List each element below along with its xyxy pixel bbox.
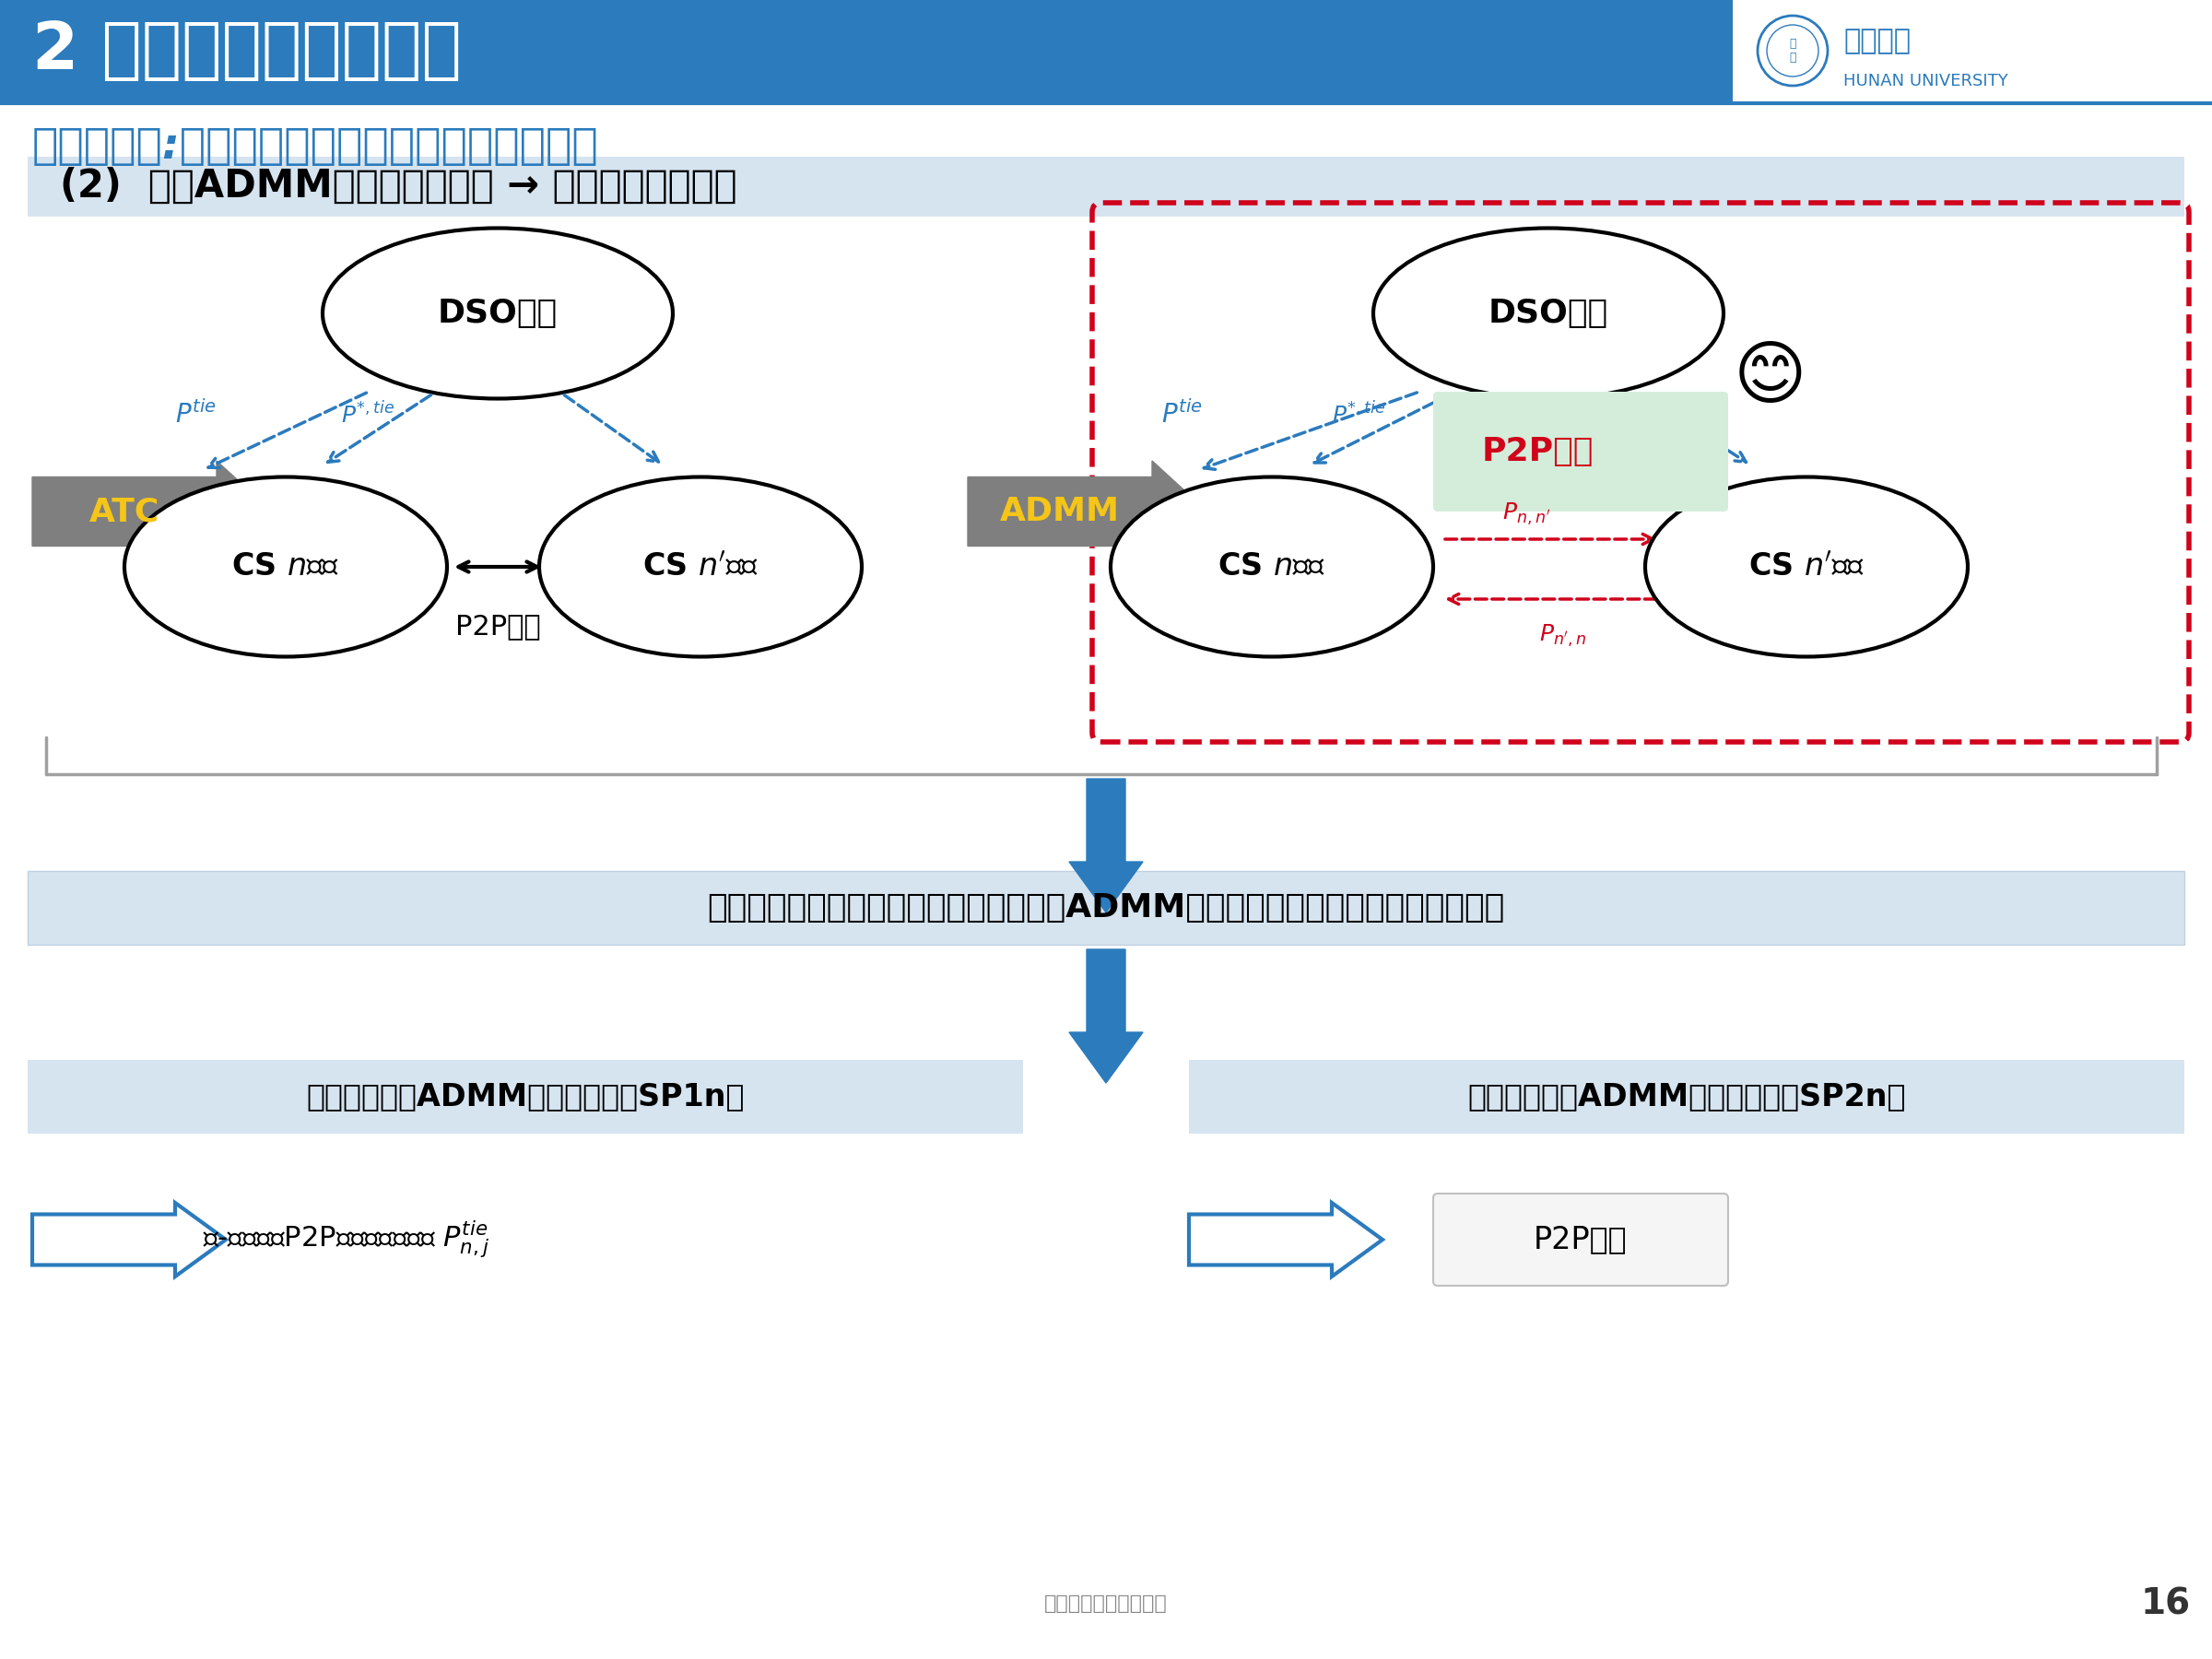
Text: CS $n$模型: CS $n$模型 bbox=[1219, 551, 1325, 582]
FancyArrow shape bbox=[1068, 778, 1144, 912]
FancyArrow shape bbox=[1068, 949, 1144, 1083]
Text: ADMM: ADMM bbox=[1000, 496, 1119, 528]
Ellipse shape bbox=[124, 478, 447, 657]
Text: 充电站效益－ADMM分布式模型（SP1n）: 充电站效益－ADMM分布式模型（SP1n） bbox=[305, 1082, 745, 1112]
Text: DSO模型: DSO模型 bbox=[1489, 297, 1608, 328]
Text: CS $n'$模型: CS $n'$模型 bbox=[641, 551, 759, 582]
Text: P2P支付: P2P支付 bbox=[1533, 1224, 1628, 1254]
Text: 16: 16 bbox=[2141, 1586, 2190, 1621]
FancyArrow shape bbox=[33, 1203, 226, 1276]
Text: P2P解耦: P2P解耦 bbox=[1482, 436, 1593, 468]
FancyBboxPatch shape bbox=[1433, 1193, 1728, 1286]
FancyArrow shape bbox=[1190, 1203, 1382, 1276]
Text: 😊: 😊 bbox=[1732, 343, 1807, 411]
Text: $P^{*,tie}$: $P^{*,tie}$ bbox=[1332, 401, 1385, 428]
Text: DSO模型: DSO模型 bbox=[438, 297, 557, 328]
Ellipse shape bbox=[1374, 227, 1723, 398]
FancyBboxPatch shape bbox=[0, 0, 2212, 101]
Text: ATC: ATC bbox=[88, 496, 159, 528]
Text: 站-网交易、P2P交易量、联络线 $P^{tie}_{n,j}$: 站-网交易、P2P交易量、联络线 $P^{tie}_{n,j}$ bbox=[204, 1219, 489, 1261]
Text: P2P耦合: P2P耦合 bbox=[456, 614, 540, 640]
Text: 针对耦合量建立增广拉格朗日函数，通过ADMM实现分布式，针对每个充电站建立：: 针对耦合量建立增广拉格朗日函数，通过ADMM实现分布式，针对每个充电站建立： bbox=[708, 893, 1504, 924]
FancyBboxPatch shape bbox=[1732, 0, 2212, 101]
Ellipse shape bbox=[1646, 478, 1969, 657]
Ellipse shape bbox=[323, 227, 672, 398]
Text: $P_{n',n}$: $P_{n',n}$ bbox=[1540, 624, 1586, 649]
Text: 湖南大学: 湖南大学 bbox=[1843, 28, 1911, 55]
Text: $P_{n,n'}$: $P_{n,n'}$ bbox=[1502, 501, 1551, 528]
Ellipse shape bbox=[540, 478, 863, 657]
Text: 《电工技术学报》发布: 《电工技术学报》发布 bbox=[1044, 1594, 1168, 1613]
FancyArrow shape bbox=[33, 461, 272, 562]
FancyBboxPatch shape bbox=[27, 1060, 1022, 1133]
Text: $P^{*,tie}$: $P^{*,tie}$ bbox=[341, 401, 394, 428]
Text: (2)  基于ADMM平行分布式结构 → 多充电站协同互动: (2) 基于ADMM平行分布式结构 → 多充电站协同互动 bbox=[60, 168, 737, 206]
Text: CS $n$模型: CS $n$模型 bbox=[232, 551, 341, 582]
Text: CS $n'$模型: CS $n'$模型 bbox=[1747, 551, 1865, 582]
Text: 2 关键问题与解决方案: 2 关键问题与解决方案 bbox=[33, 18, 462, 83]
FancyBboxPatch shape bbox=[27, 871, 2185, 944]
Ellipse shape bbox=[1110, 478, 1433, 657]
Text: $P^{tie}$: $P^{tie}$ bbox=[1161, 401, 1203, 428]
FancyBboxPatch shape bbox=[1190, 1060, 2185, 1133]
Text: HUNAN UNIVERSITY: HUNAN UNIVERSITY bbox=[1843, 73, 2008, 90]
FancyArrow shape bbox=[969, 461, 1208, 562]
FancyBboxPatch shape bbox=[27, 156, 2185, 217]
FancyBboxPatch shape bbox=[1433, 392, 1728, 511]
Text: 关键问题三:双层与并行耦合下，多主体隐私保护: 关键问题三:双层与并行耦合下，多主体隐私保护 bbox=[33, 126, 599, 168]
Text: 充电站支付－ADMM分布式模型（SP2n）: 充电站支付－ADMM分布式模型（SP2n） bbox=[1467, 1082, 1907, 1112]
Text: 湖
大: 湖 大 bbox=[1790, 38, 1796, 63]
Text: $P^{tie}$: $P^{tie}$ bbox=[175, 401, 217, 428]
